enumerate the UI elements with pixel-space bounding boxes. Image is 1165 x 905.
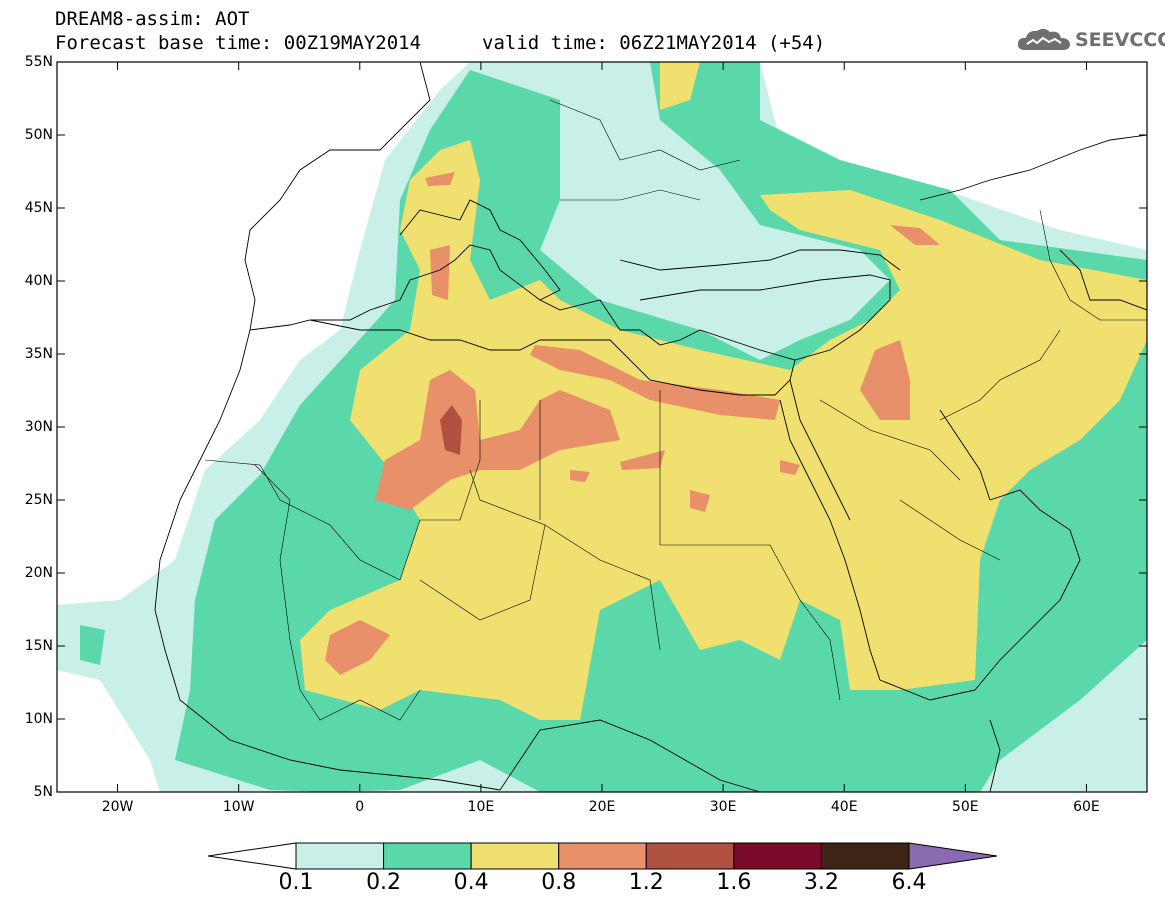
forecast-base-time: Forecast base time: 00Z19MAY2014 [55, 32, 422, 54]
lon-label: 10E [467, 799, 495, 815]
lat-label: 50N [24, 127, 53, 143]
seevccc-logo: SEEVCCC [1017, 26, 1165, 54]
colorbar-min-triangle [207, 842, 297, 870]
map-title: DREAM8-assim: AOT [55, 8, 250, 30]
colorbar-label: 0.8 [541, 870, 577, 895]
lon-label: 0 [355, 799, 365, 815]
colorbar-box [470, 842, 560, 870]
lon-label: 50E [951, 799, 979, 815]
lon-label: 40E [830, 799, 858, 815]
lat-label: 20N [24, 565, 53, 581]
lon-label: 20W [101, 799, 134, 815]
colorbar-label: 1.6 [716, 870, 752, 895]
logo-text: SEEVCCC [1075, 29, 1165, 51]
lon-label: 30E [709, 799, 737, 815]
lat-ticks [57, 61, 1147, 793]
lat-label: 45N [24, 200, 53, 216]
colorbar [207, 842, 998, 870]
colorbar-label: 3.2 [803, 870, 839, 895]
colorbar-box [383, 842, 472, 870]
lon-label: 20E [588, 799, 616, 815]
colorbar-box [820, 842, 910, 870]
colorbar-label: 0.2 [366, 870, 402, 895]
colorbar-label: 1.2 [628, 870, 664, 895]
country-borders [204, 99, 1147, 721]
colorbar-label: 6.4 [891, 870, 927, 895]
colorbar-label: 0.4 [453, 870, 489, 895]
lat-label: 30N [24, 419, 53, 435]
aot-band-1.2 [440, 405, 462, 455]
lat-label: 35N [24, 346, 53, 362]
lat-label: 40N [24, 273, 53, 289]
valid-time: valid time: 06Z21MAY2014 (+54) [482, 32, 826, 54]
lat-label: 25N [24, 492, 53, 508]
colorbar-box [645, 842, 735, 870]
colorbar-box [558, 842, 647, 870]
lat-label: 5N [33, 784, 53, 800]
lat-label: 55N [24, 54, 53, 70]
aot-contours [57, 62, 1147, 792]
lon-label: 60E [1073, 799, 1100, 815]
lat-label: 15N [24, 638, 53, 654]
colorbar-box [733, 842, 822, 870]
lon-label: 10W [222, 799, 255, 815]
colorbar-box [295, 842, 385, 870]
lat-label: 10N [24, 711, 53, 727]
lon-ticks [117, 62, 1087, 792]
cloud-icon [1017, 28, 1070, 50]
colorbar-label: 0.1 [278, 870, 314, 895]
colorbar-max-triangle [908, 842, 998, 870]
coastlines [154, 62, 1147, 792]
